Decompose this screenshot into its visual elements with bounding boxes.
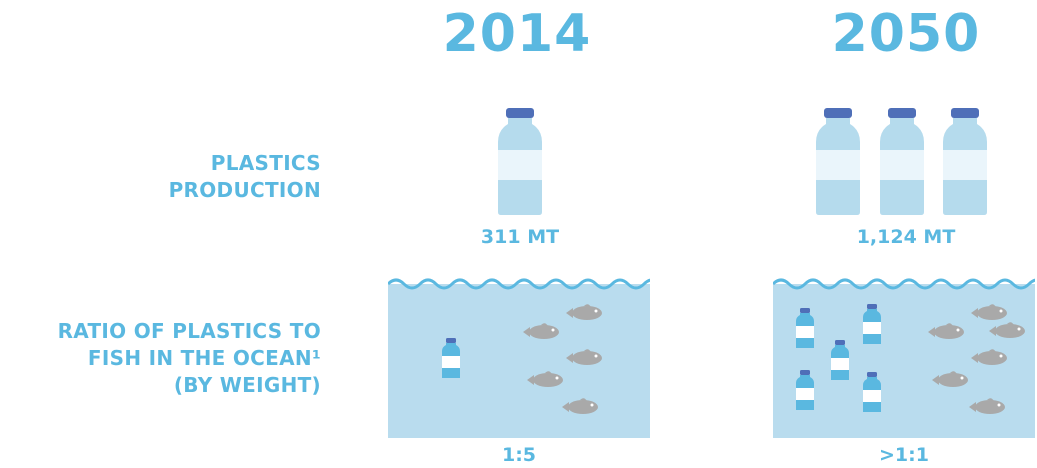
production-bottles-2050 [813,108,993,216]
wave-line [388,278,650,290]
wave-line [773,278,1035,290]
bottle-icon [498,108,542,215]
production-bottles-2014 [495,108,545,216]
production-value-2050: 1,124 MT [856,226,956,248]
ocean-2050-panel [773,270,1035,438]
ratio-value-2050: >1:1 [879,444,929,466]
year-2050: 2050 [831,4,981,64]
label-line: RATIO OF PLASTICS TO [57,319,321,343]
label-line: PLASTICS [210,151,321,175]
plastics-production-label: PLASTICS PRODUCTION [169,150,321,204]
label-line: FISH IN THE OCEAN¹ [87,346,321,370]
year-2014: 2014 [442,4,592,64]
ratio-value-2014: 1:5 [501,444,537,466]
bottle-icon [943,108,987,215]
bottle-icon [880,108,924,215]
bottle-icon [816,108,860,215]
ocean-2014-panel [388,270,650,438]
ratio-label: RATIO OF PLASTICS TO FISH IN THE OCEAN¹ … [58,318,321,399]
water [388,284,650,438]
label-line: PRODUCTION [168,178,321,202]
label-line: (BY WEIGHT) [173,373,321,397]
production-value-2014: 311 MT [480,226,560,248]
